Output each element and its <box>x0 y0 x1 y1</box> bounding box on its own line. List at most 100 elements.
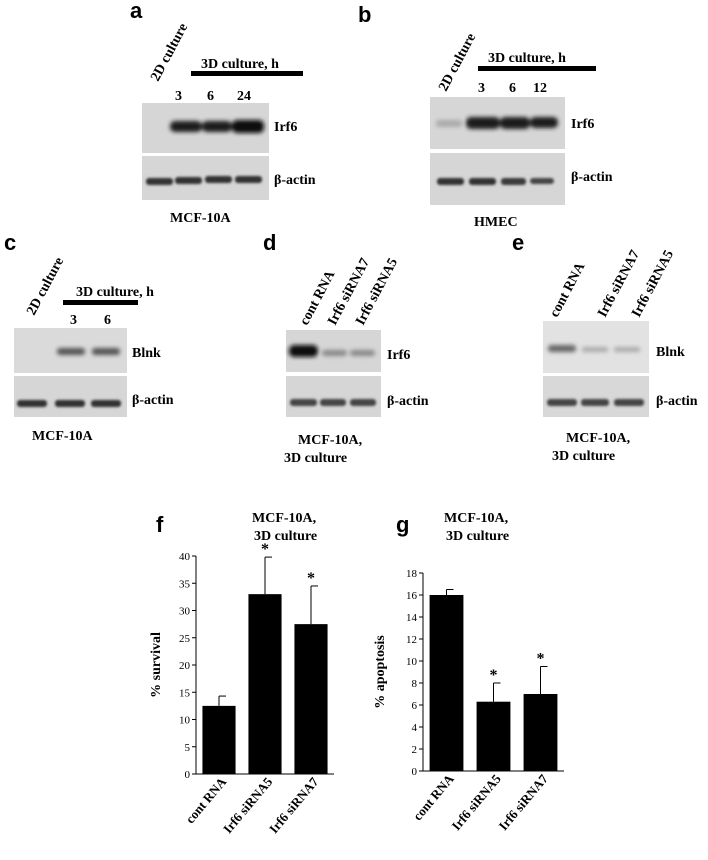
label-3d-culture-c: 3D culture, h <box>76 285 154 300</box>
chart-f-ytick-label: 30 <box>179 606 191 618</box>
chart-f-ytick-label: 35 <box>179 578 191 590</box>
chart-g-ytick-label: 16 <box>406 590 418 602</box>
label-3d-culture-b: 3D culture, h <box>488 51 566 66</box>
band-label-d-actin: β-actin <box>387 394 429 409</box>
chart-g-ytick-label: 18 <box>406 568 418 580</box>
chart-f-ytick-label: 5 <box>185 742 191 754</box>
band-label-d-irf6: Irf6 <box>387 348 410 363</box>
chart-f-bar <box>202 705 236 774</box>
bracket-3d-a <box>191 71 303 76</box>
blot-c-actin <box>14 376 127 417</box>
chart-g-ytick-label: 10 <box>406 656 418 668</box>
time-label-b-3: 12 <box>533 81 547 96</box>
panel-letter-a: a <box>130 0 143 23</box>
label-2d-culture-a: 2D culture <box>148 21 191 84</box>
chart-f-title-line2: 3D culture <box>254 529 317 544</box>
chart-g-bar <box>476 701 511 771</box>
panel-g: g MCF-10A, 3D culture 0 2 4 6 8 10 12 14 16 18 % a… <box>373 511 564 833</box>
chart-g-bar <box>429 595 464 771</box>
chart-g-ytick-label: 8 <box>412 678 418 690</box>
chart-g-ytick-label: 12 <box>406 634 417 646</box>
time-label-a-2: 6 <box>207 89 214 104</box>
caption-d-line1: MCF-10A, <box>298 433 362 448</box>
label-3d-culture-a: 3D culture, h <box>201 57 279 72</box>
band-label-e-actin: β-actin <box>656 394 698 409</box>
chart-f-ytick-label: 10 <box>179 715 191 727</box>
chart-g-title-line1: MCF-10A, <box>444 511 508 526</box>
chart-f-significance: * <box>261 541 269 558</box>
chart-f-category-label: cont RNA <box>182 774 229 826</box>
panel-e: e cont RNA Irf6 siRNA7 Irf6 siRNA5 Blnk … <box>512 230 698 464</box>
label-2d-culture-b: 2D culture <box>436 31 479 94</box>
panel-letter-d: d <box>263 230 276 255</box>
panel-c: c 2D culture 3D culture, h 3 6 Blnk β-ac… <box>4 230 174 444</box>
bands-d-irf6 <box>289 345 375 357</box>
bands-a-actin <box>146 176 262 185</box>
chart-f-ytick-label: 0 <box>185 769 191 781</box>
panel-a: a 2D culture 3D culture, h 3 6 24 Irf6 β… <box>130 0 316 226</box>
caption-e-line2: 3D culture <box>552 449 615 464</box>
chart-g-significance: * <box>490 667 498 684</box>
label-2d-culture-c: 2D culture <box>24 255 67 318</box>
panel-d: d cont RNA Irf6 siRNA7 Irf6 siRNA5 Irf6 … <box>263 230 429 466</box>
chart-f-ytick-label: 25 <box>179 633 191 645</box>
chart-g-category-label: cont RNA <box>410 771 457 823</box>
caption-c: MCF-10A <box>32 429 94 444</box>
chart-g-ytick-label: 2 <box>412 744 418 756</box>
chart-g-ytick-label: 4 <box>412 722 418 734</box>
time-label-c-1: 3 <box>70 313 77 328</box>
caption-e-line1: MCF-10A, <box>566 431 630 446</box>
time-label-b-2: 6 <box>509 81 516 96</box>
chart-f-ylabel: % survival <box>149 632 164 698</box>
bands-b-actin <box>437 178 554 185</box>
panel-letter-g: g <box>396 512 409 537</box>
chart-g-ylabel: % apoptosis <box>373 635 388 709</box>
time-label-b-1: 3 <box>478 81 485 96</box>
caption-b: HMEC <box>474 215 518 230</box>
time-label-a-1: 3 <box>175 89 182 104</box>
bands-b-irf6 <box>436 117 558 129</box>
bracket-3d-b <box>478 66 596 71</box>
chart-f-title-line1: MCF-10A, <box>252 511 316 526</box>
chart-g-title-line2: 3D culture <box>446 529 509 544</box>
panel-letter-b: b <box>358 2 371 27</box>
bracket-3d-c <box>63 300 138 305</box>
chart-f-bar <box>294 624 328 774</box>
bands-c-blnk <box>57 348 120 355</box>
band-label-a-irf6: Irf6 <box>274 120 297 135</box>
panel-b: b 2D culture 3D culture, h 3 6 12 Irf6 β… <box>358 2 613 230</box>
panel-letter-e: e <box>512 230 524 255</box>
chart-g-bar <box>523 694 558 771</box>
panel-f: f MCF-10A, 3D culture 0 5 10 15 20 25 30 35 40 % … <box>149 511 334 836</box>
chart-g-category-label: Irf6 siRNA7 <box>495 771 551 833</box>
chart-f-bar <box>248 594 282 774</box>
band-label-e-blnk: Blnk <box>656 345 685 360</box>
lane-label-e-1: cont RNA <box>547 260 589 320</box>
chart-g: 0 2 4 6 8 10 12 14 16 18 % apoptosis cont RNA * Irf6 … <box>373 568 564 833</box>
chart-g-ytick-label: 6 <box>412 700 418 712</box>
chart-g-ytick-label: 14 <box>406 612 418 624</box>
bands-a-irf6 <box>170 120 264 133</box>
band-label-a-actin: β-actin <box>274 173 316 188</box>
chart-f-significance: * <box>307 570 315 587</box>
chart-g-ytick-label: 0 <box>412 766 418 778</box>
time-label-c-2: 6 <box>104 313 111 328</box>
band-label-b-actin: β-actin <box>571 170 613 185</box>
bands-d-actin <box>290 399 376 406</box>
chart-g-significance: * <box>537 651 545 668</box>
bands-e-actin <box>547 399 644 406</box>
caption-a: MCF-10A <box>170 211 232 226</box>
band-label-c-blnk: Blnk <box>132 346 161 361</box>
band-label-c-actin: β-actin <box>132 393 174 408</box>
caption-d-line2: 3D culture <box>284 451 347 466</box>
bands-e-blnk <box>548 345 640 352</box>
chart-f-ytick-label: 20 <box>179 660 191 672</box>
panel-letter-f: f <box>156 512 164 537</box>
panel-letter-c: c <box>4 230 16 255</box>
chart-f-ytick-label: 40 <box>179 551 191 563</box>
band-label-b-irf6: Irf6 <box>571 117 594 132</box>
bands-c-actin <box>17 400 121 407</box>
blot-e-actin <box>543 376 649 417</box>
